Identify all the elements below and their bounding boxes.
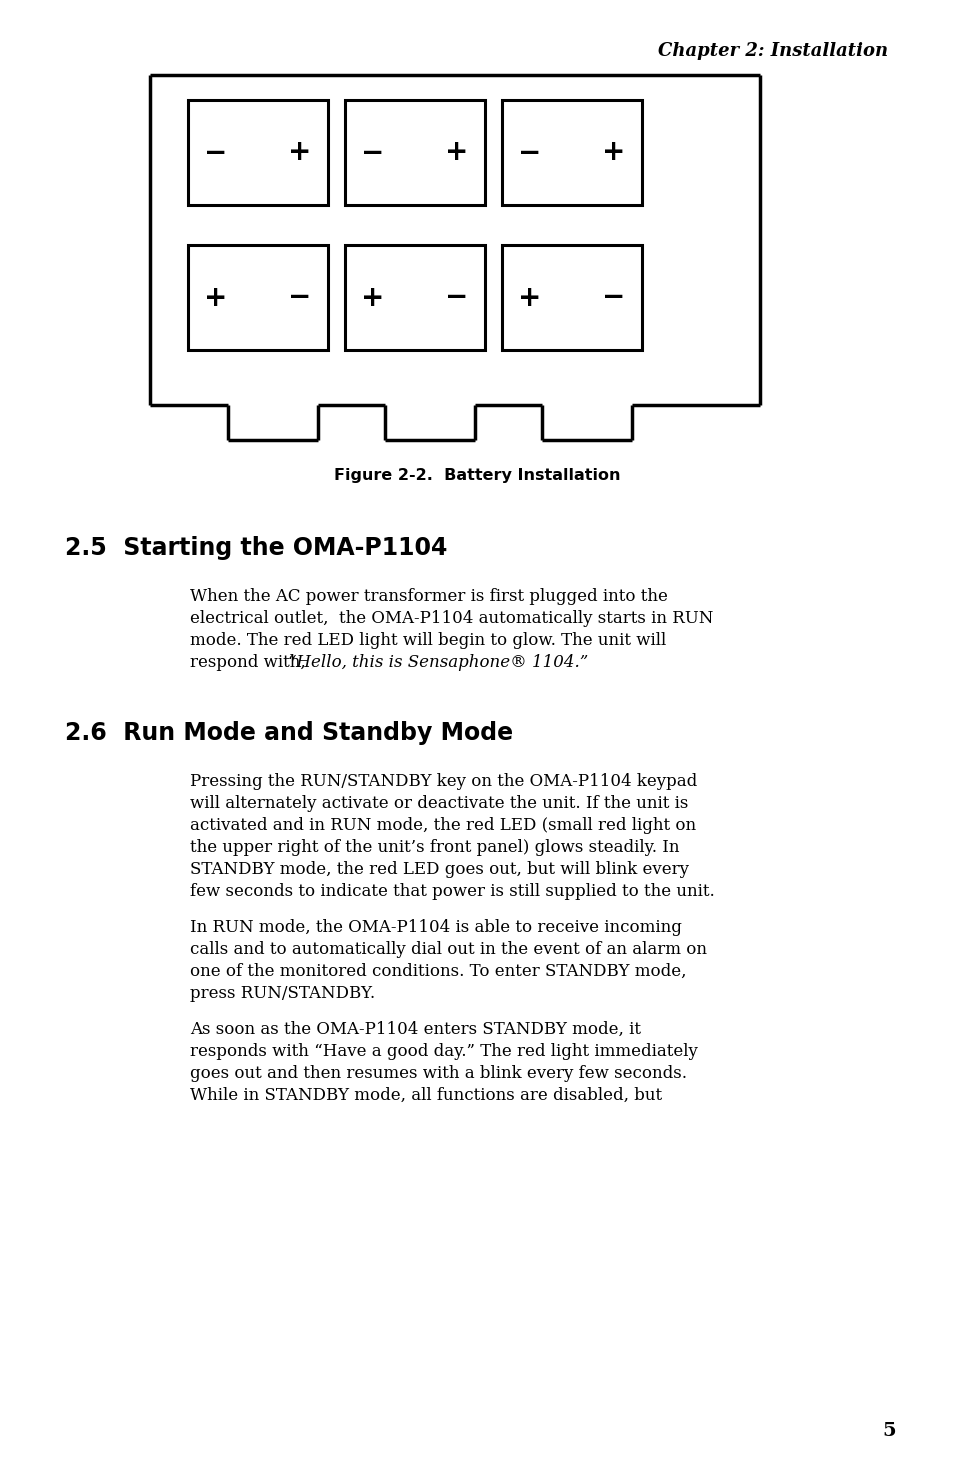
Text: In RUN mode, the OMA-P1104 is able to receive incoming: In RUN mode, the OMA-P1104 is able to re… bbox=[190, 919, 681, 937]
Text: +: + bbox=[445, 139, 468, 167]
Text: +: + bbox=[288, 139, 312, 167]
Text: press RUN/STANDBY.: press RUN/STANDBY. bbox=[190, 985, 375, 1002]
Text: few seconds to indicate that power is still supplied to the unit.: few seconds to indicate that power is st… bbox=[190, 884, 714, 900]
Text: −: − bbox=[601, 283, 625, 311]
Text: +: + bbox=[361, 283, 384, 311]
Text: activated and in RUN mode, the red LED (small red light on: activated and in RUN mode, the red LED (… bbox=[190, 817, 696, 833]
Text: When the AC power transformer is first plugged into the: When the AC power transformer is first p… bbox=[190, 589, 667, 605]
Text: Pressing the RUN/STANDBY key on the OMA-P1104 keypad: Pressing the RUN/STANDBY key on the OMA-… bbox=[190, 773, 697, 791]
Bar bbox=[188, 100, 328, 205]
Text: electrical outlet,  the OMA-P1104 automatically starts in RUN: electrical outlet, the OMA-P1104 automat… bbox=[190, 611, 713, 627]
Text: −: − bbox=[517, 139, 541, 167]
Text: one of the monitored conditions. To enter STANDBY mode,: one of the monitored conditions. To ente… bbox=[190, 963, 686, 979]
Text: +: + bbox=[517, 283, 541, 311]
Text: the upper right of the unit’s front panel) glows steadily. In: the upper right of the unit’s front pane… bbox=[190, 839, 679, 856]
Text: Chapter 2: Installation: Chapter 2: Installation bbox=[658, 41, 887, 60]
Text: −: − bbox=[445, 283, 468, 311]
Text: will alternately activate or deactivate the unit. If the unit is: will alternately activate or deactivate … bbox=[190, 795, 688, 813]
Text: 2.5  Starting the OMA-P1104: 2.5 Starting the OMA-P1104 bbox=[65, 535, 447, 560]
Text: mode. The red LED light will begin to glow. The unit will: mode. The red LED light will begin to gl… bbox=[190, 631, 665, 649]
Text: calls and to automatically dial out in the event of an alarm on: calls and to automatically dial out in t… bbox=[190, 941, 706, 957]
Text: −: − bbox=[288, 283, 312, 311]
Text: +: + bbox=[601, 139, 625, 167]
Bar bbox=[345, 100, 484, 205]
Bar bbox=[501, 100, 641, 205]
Bar bbox=[345, 245, 484, 350]
Bar bbox=[501, 245, 641, 350]
Text: 5: 5 bbox=[882, 1422, 895, 1440]
Text: Figure 2-2.  Battery Installation: Figure 2-2. Battery Installation bbox=[334, 468, 619, 482]
Text: goes out and then resumes with a blink every few seconds.: goes out and then resumes with a blink e… bbox=[190, 1065, 686, 1083]
Text: responds with “Have a good day.” The red light immediately: responds with “Have a good day.” The red… bbox=[190, 1043, 698, 1061]
Bar bbox=[188, 245, 328, 350]
Text: As soon as the OMA-P1104 enters STANDBY mode, it: As soon as the OMA-P1104 enters STANDBY … bbox=[190, 1021, 640, 1038]
Text: +: + bbox=[204, 283, 228, 311]
Text: −: − bbox=[204, 139, 228, 167]
Text: −: − bbox=[361, 139, 384, 167]
Text: “Hello, this is Sensaphone® 1104.”: “Hello, this is Sensaphone® 1104.” bbox=[288, 653, 588, 671]
Text: respond with,: respond with, bbox=[190, 653, 311, 671]
Text: While in STANDBY mode, all functions are disabled, but: While in STANDBY mode, all functions are… bbox=[190, 1087, 661, 1103]
Text: STANDBY mode, the red LED goes out, but will blink every: STANDBY mode, the red LED goes out, but … bbox=[190, 861, 688, 878]
Text: 2.6  Run Mode and Standby Mode: 2.6 Run Mode and Standby Mode bbox=[65, 721, 513, 745]
